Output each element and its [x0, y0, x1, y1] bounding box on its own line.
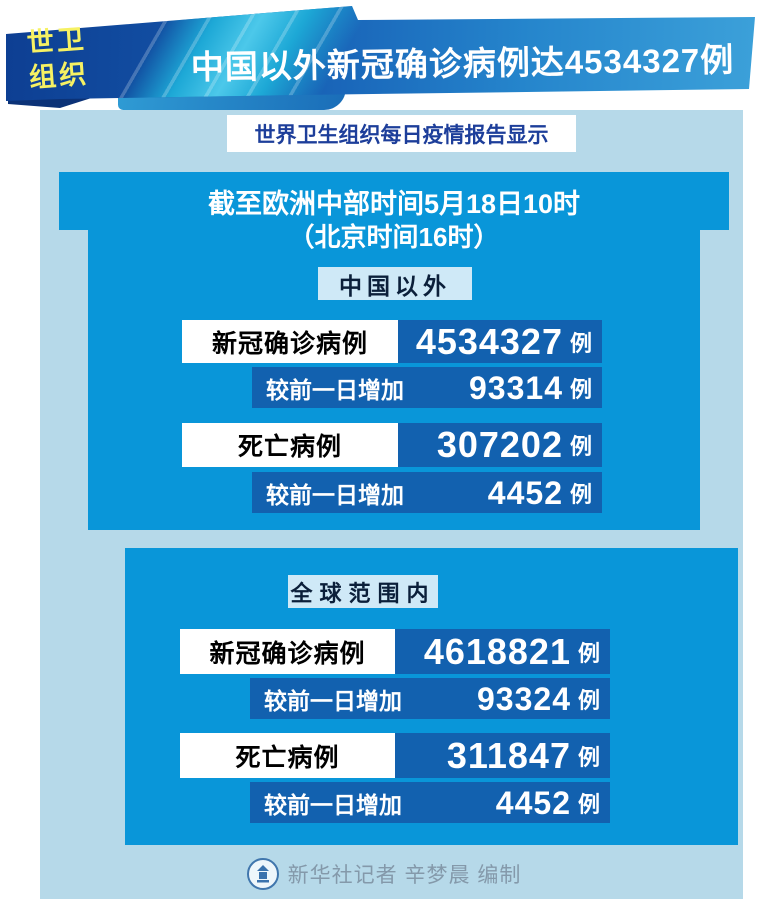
stat-label-deaths: 死亡病例	[182, 423, 398, 467]
stat-delta-deaths: 较前一日增加 4452 例	[252, 472, 602, 513]
stat-number: 307202	[436, 424, 563, 465]
delta-number: 4452	[495, 784, 571, 821]
stat-delta-confirmed: 较前一日增加 93314 例	[252, 367, 602, 408]
scope-label-global: 全球范围内	[288, 575, 438, 608]
xinhua-logo-icon	[246, 858, 279, 890]
delta-label: 较前一日增加	[264, 687, 402, 714]
delta-number: 93324	[477, 680, 571, 717]
delta-number: 4452	[487, 474, 563, 511]
report-datetime-line1: 截至欧洲中部时间5月18日10时	[207, 189, 581, 219]
delta-number: 93314	[469, 369, 563, 406]
credit-text: 新华社记者 辛梦晨 编制	[287, 864, 522, 887]
stat-number: 311847	[446, 734, 571, 776]
delta-label: 较前一日增加	[266, 481, 404, 508]
stat-label-confirmed: 新冠确诊病例	[182, 320, 398, 363]
subtitle-box: 世界卫生组织每日疫情报告显示	[227, 115, 576, 152]
stat-label-confirmed: 新冠确诊病例	[180, 629, 395, 674]
scope-label-outside-china: 中国以外	[318, 267, 472, 300]
stat-unit: 例	[569, 330, 592, 356]
stat-value-deaths: 307202 例	[398, 423, 602, 467]
page-title: 中国以外新冠确诊病例达4534327例	[190, 41, 735, 86]
stat-unit: 例	[569, 434, 592, 459]
delta-label: 较前一日增加	[264, 791, 402, 818]
panel-outside-china-cap	[59, 172, 729, 230]
delta-unit: 例	[577, 791, 600, 817]
stat-unit: 例	[577, 744, 600, 770]
stat-value-confirmed: 4534327 例	[398, 320, 602, 363]
footer: 新华社记者 辛梦晨 编制	[0, 858, 768, 890]
org-badge: 世卫 组织	[26, 22, 91, 96]
org-badge-line1: 世卫	[25, 23, 88, 59]
delta-unit: 例	[569, 376, 592, 402]
stat-delta-deaths: 较前一日增加 4452 例	[250, 782, 610, 823]
stat-number: 4618821	[423, 630, 571, 672]
stat-unit: 例	[577, 640, 600, 666]
stat-value-confirmed: 4618821 例	[395, 629, 610, 674]
stat-value-deaths: 311847 例	[395, 733, 610, 778]
stat-label-deaths: 死亡病例	[180, 733, 395, 778]
delta-unit: 例	[569, 481, 592, 507]
stat-number: 4534327	[415, 320, 563, 362]
header-ribbon: 世卫 组织 中国以外新冠确诊病例达4534327例	[0, 0, 768, 118]
delta-unit: 例	[577, 687, 600, 713]
pagoda-glyph	[256, 865, 269, 883]
org-badge-line2: 组织	[28, 58, 91, 94]
report-datetime-line2: （北京时间16时）	[288, 222, 500, 252]
delta-label: 较前一日增加	[266, 376, 404, 403]
stat-delta-confirmed: 较前一日增加 93324 例	[250, 678, 610, 719]
